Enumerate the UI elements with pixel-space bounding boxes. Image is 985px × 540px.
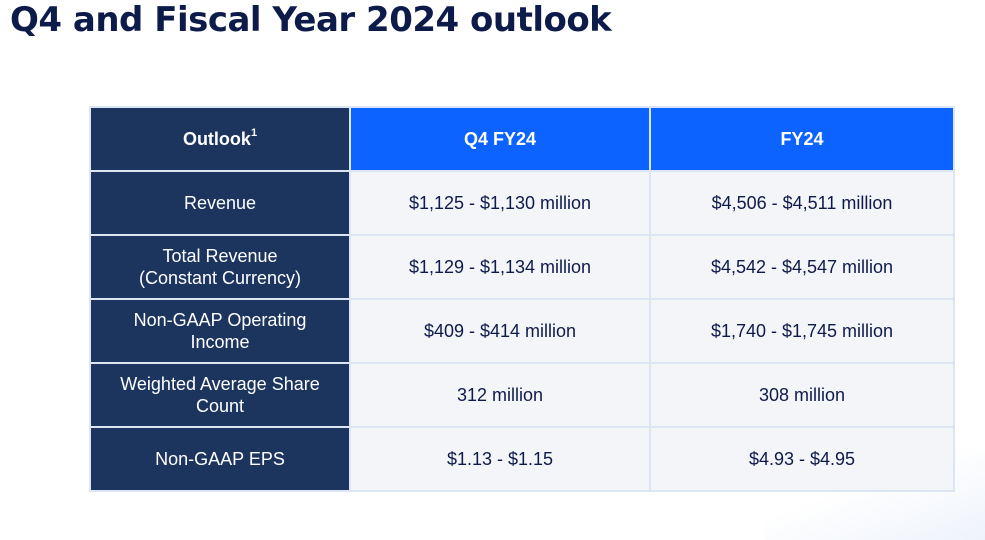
cell-q4: $1.13 - $1.15	[349, 426, 651, 492]
cell-fy: $4,542 - $4,547 million	[649, 234, 955, 300]
row-label: Non-GAAP EPS	[89, 426, 351, 492]
row-label-line1: Total Revenue	[162, 246, 278, 266]
row-label: Non-GAAP Operating Income	[89, 298, 351, 364]
table-row: Weighted Average Share Count 312 million…	[89, 362, 955, 428]
table-header-row: Outlook1 Q4 FY24 FY24	[89, 106, 955, 172]
header-fy24: FY24	[649, 106, 955, 172]
cell-q4: 312 million	[349, 362, 651, 428]
row-label: Revenue	[89, 170, 351, 236]
cell-fy: $4.93 - $4.95	[649, 426, 955, 492]
row-label-line1: Revenue	[183, 193, 257, 213]
table-row: Total Revenue (Constant Currency) $1,129…	[89, 234, 955, 300]
row-label-line2: (Constant Currency)	[138, 268, 302, 288]
header-outlook: Outlook1	[89, 106, 351, 172]
row-label-line1: Weighted Average Share	[120, 374, 320, 394]
outlook-table: Outlook1 Q4 FY24 FY24 Revenue $1,125 - $…	[89, 106, 955, 492]
row-label-line2: Count	[195, 396, 245, 416]
cell-fy: $4,506 - $4,511 million	[649, 170, 955, 236]
header-outlook-label: Outlook	[182, 129, 251, 149]
header-q4-fy24: Q4 FY24	[349, 106, 651, 172]
page-title: Q4 and Fiscal Year 2024 outlook	[10, 0, 612, 40]
cell-q4: $1,125 - $1,130 million	[349, 170, 651, 236]
cell-fy: 308 million	[649, 362, 955, 428]
table-row: Revenue $1,125 - $1,130 million $4,506 -…	[89, 170, 955, 236]
cell-q4: $1,129 - $1,134 million	[349, 234, 651, 300]
row-label-line1: Non-GAAP Operating	[133, 310, 307, 330]
row-label: Weighted Average Share Count	[89, 362, 351, 428]
cell-fy: $1,740 - $1,745 million	[649, 298, 955, 364]
table-row: Non-GAAP Operating Income $409 - $414 mi…	[89, 298, 955, 364]
footnote-marker: 1	[250, 127, 258, 139]
row-label: Total Revenue (Constant Currency)	[89, 234, 351, 300]
table-row: Non-GAAP EPS $1.13 - $1.15 $4.93 - $4.95	[89, 426, 955, 492]
row-label-line1: Non-GAAP EPS	[155, 449, 285, 469]
row-label-line2: Income	[190, 332, 250, 352]
cell-q4: $409 - $414 million	[349, 298, 651, 364]
